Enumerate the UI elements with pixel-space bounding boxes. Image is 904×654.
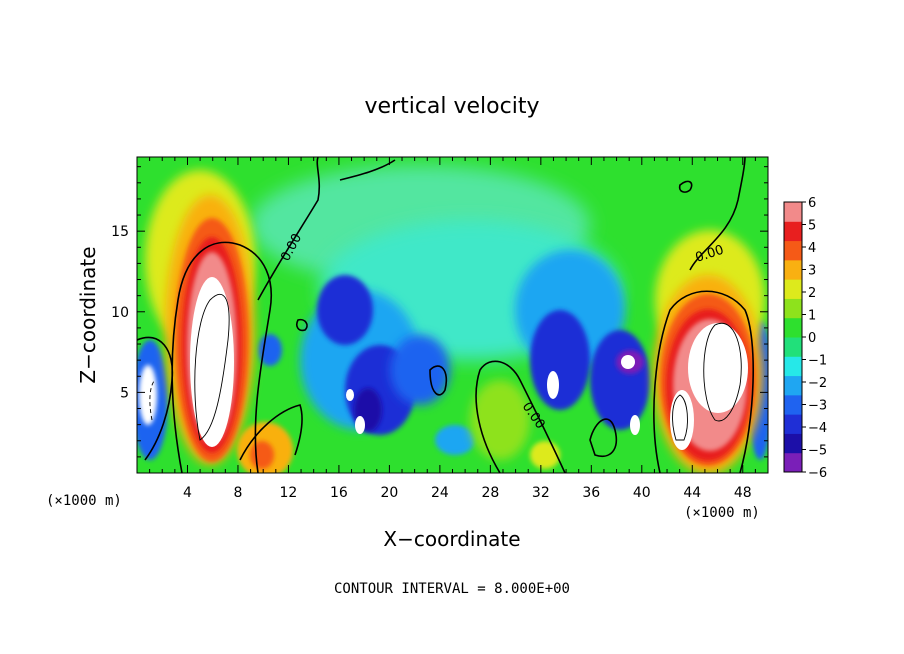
updraft-patch: [530, 441, 560, 469]
colorbar-label: 2: [808, 286, 816, 301]
updraft-contour: [672, 394, 688, 441]
colorbar-label: 6: [808, 196, 816, 211]
colorbar-label: −3: [808, 399, 827, 414]
contour-interval-note: CONTOUR INTERVAL = 8.000E+00: [334, 581, 570, 597]
y-axis: 5 10 15: [111, 166, 768, 458]
zero-contour: [257, 157, 321, 301]
y-tick-label: 15: [111, 224, 129, 240]
downdraft-patch: [139, 365, 157, 425]
downdraft-band: [530, 310, 590, 410]
zero-contour: [653, 290, 754, 473]
updraft-core: [688, 323, 748, 413]
x-unit-right: (×1000 m): [684, 505, 760, 521]
updraft-contour: [703, 322, 742, 422]
colorbar-swatch: [784, 452, 802, 473]
colorbar-label: −2: [808, 376, 827, 391]
colorbar-label: 4: [808, 241, 816, 256]
zero-contour: [689, 157, 746, 271]
x-axis: 4 8 12 16 20 24 28 32 36 40 44 48: [149, 157, 756, 501]
zero-contour: [239, 404, 303, 461]
downdraft-core: [547, 371, 559, 399]
x-tick-label: 32: [532, 485, 550, 501]
colorbar-swatch: [784, 337, 802, 357]
colorbar-label: 5: [808, 219, 816, 234]
colorbar-label: −4: [808, 421, 827, 436]
zero-contour: [589, 418, 617, 457]
colorbar-swatch: [784, 202, 802, 222]
colorbar-swatch: [784, 240, 802, 261]
x-tick-label: 48: [734, 485, 752, 501]
zero-contour: [339, 159, 396, 181]
x-tick-label: 24: [431, 485, 449, 501]
colorbar-swatch: [784, 317, 802, 338]
colorbar-label: 0: [808, 331, 816, 346]
zero-contour: [137, 336, 174, 461]
colorbar-swatch: [784, 414, 802, 434]
colorbar-label: 3: [808, 264, 816, 279]
colorbar-swatch: [784, 433, 802, 454]
x-tick-label: 4: [183, 485, 192, 501]
x-tick-label: 20: [380, 485, 398, 501]
zero-contours: [137, 157, 754, 473]
x-tick-label: 28: [481, 485, 499, 501]
colorbar-label: −5: [808, 444, 827, 459]
colorbar-swatch: [784, 356, 802, 377]
colorbar-label: 1: [808, 309, 816, 324]
downdraft-core: [630, 415, 640, 435]
y-tick-label: 10: [111, 305, 129, 321]
updraft-contour: [194, 293, 230, 441]
x-tick-label: 16: [330, 485, 348, 501]
heatmap-field: 0.00 0.00 0.00: [137, 157, 768, 473]
downdraft-band: [590, 330, 650, 430]
colorbar-swatch: [784, 394, 802, 415]
x-axis-title: X−coordinate: [383, 527, 520, 551]
x-tick-label: 12: [280, 485, 298, 501]
colorbar-swatch: [784, 375, 802, 396]
colorbar-swatch: [784, 279, 802, 299]
zero-contour: [296, 318, 308, 332]
x-tick-label: 36: [582, 485, 600, 501]
colorbar-swatch: [784, 221, 802, 242]
zero-contour: [475, 360, 566, 473]
downdraft-core: [346, 389, 354, 401]
updraft-patch: [250, 441, 274, 469]
downdraft-band: [317, 275, 373, 345]
zero-contour: [678, 180, 693, 193]
x-tick-label: 40: [633, 485, 651, 501]
x-tick-label: 8: [233, 485, 242, 501]
colorbar-label: −6: [808, 466, 827, 481]
colorbar-swatch: [784, 298, 802, 319]
downdraft-core: [355, 416, 365, 434]
colorbar: 6 5 4 3 2 1 0 −1 −2 −3 −4 −5 −6: [783, 196, 827, 481]
updraft-core: [670, 390, 694, 450]
x-unit-left: (×1000 m): [46, 493, 122, 509]
downdraft-core: [621, 355, 635, 369]
zero-contour: [429, 365, 448, 396]
y-tick-label: 5: [120, 385, 129, 401]
downdraft-patch: [390, 335, 450, 405]
colorbar-swatch: [784, 259, 802, 280]
positive-contours: [194, 293, 742, 441]
chart-title: vertical velocity: [364, 94, 539, 119]
updraft-core: [190, 277, 234, 447]
colorbar-label: −1: [808, 354, 827, 369]
downdraft-patch: [435, 425, 475, 455]
x-tick-label: 44: [683, 485, 701, 501]
y-axis-title: Z−coordinate: [76, 246, 100, 383]
